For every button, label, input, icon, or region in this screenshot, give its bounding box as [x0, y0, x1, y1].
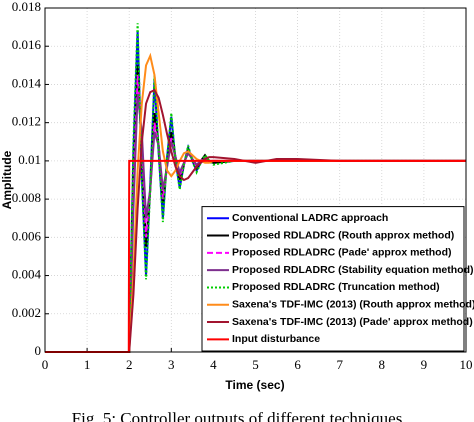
legend-label: Saxena's TDF-IMC (2013) (Routh approx me… [232, 299, 474, 311]
x-tick-label: 1 [84, 357, 91, 372]
y-tick-label: 0.018 [12, 0, 41, 14]
x-axis-title: Time (sec) [225, 378, 284, 392]
caption: Fig. 5: Controller outputs of different … [72, 409, 403, 422]
x-tick-label: 7 [336, 357, 343, 372]
series-line [45, 159, 466, 353]
x-tick-label: 6 [294, 357, 301, 372]
legend-label: Proposed RDLADRC (Truncation method) [232, 281, 440, 293]
y-tick-label: 0.006 [12, 228, 42, 243]
series-line [45, 88, 466, 353]
legend-label: Conventional LADRC approach [232, 212, 388, 224]
x-tick-label: 2 [126, 357, 133, 372]
x-tick-label: 8 [379, 357, 386, 372]
plot-frame [44, 7, 467, 353]
legend-label: Proposed RDLADRC (Stability equation met… [232, 264, 474, 276]
x-tick-label: 3 [168, 357, 175, 372]
y-tick-label: 0.002 [12, 305, 41, 320]
x-tick-label: 0 [42, 357, 49, 372]
legend-label: Saxena's TDF-IMC (2013) (Pade' approx me… [232, 316, 473, 328]
y-tick-label: 0.014 [12, 75, 42, 90]
legend-box [201, 206, 465, 352]
y-tick-label: 0.012 [12, 114, 41, 129]
y-tick-label: 0 [35, 343, 42, 358]
y-tick-label: 0.016 [12, 37, 42, 52]
x-tick-label: 10 [460, 357, 473, 372]
legend-label: Proposed RDLADRC (Routh approx method) [232, 229, 454, 241]
y-tick-label: 0.01 [18, 152, 41, 167]
series-line [45, 23, 466, 353]
legend-label: Proposed RDLADRC (Pade' approx method) [232, 247, 452, 259]
legend-label: Input disturbance [232, 333, 320, 345]
y-tick-label: 0.008 [12, 190, 41, 205]
x-tick-label: 4 [210, 357, 217, 372]
y-axis-title: Amplitude [0, 150, 14, 209]
y-tick-label: 0.004 [12, 267, 42, 282]
x-tick-label: 9 [421, 357, 428, 372]
x-tick-label: 5 [252, 357, 259, 372]
